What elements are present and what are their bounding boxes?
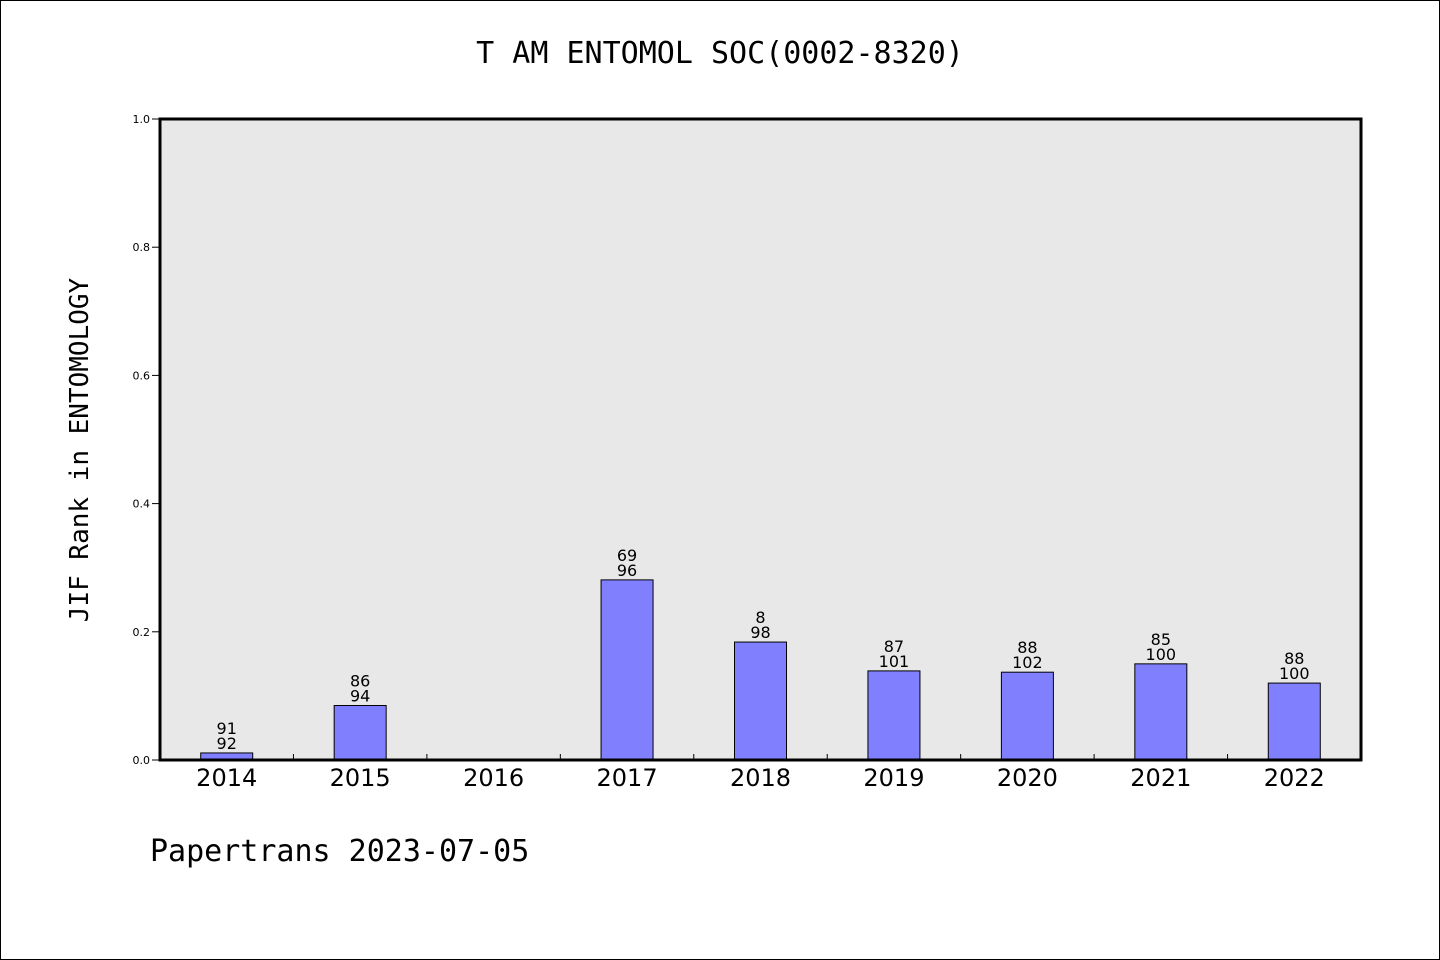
x-tick-label-2022: 2022 [1264, 764, 1325, 792]
chart-title: T AM ENTOMOL SOC(0002-8320) [476, 36, 964, 71]
x-tick-label-2021: 2021 [1130, 764, 1191, 792]
bar-label-top-2019: 87 [884, 637, 904, 656]
x-tick-label-2014: 2014 [196, 764, 257, 792]
y-tick-label-2: 0.4 [133, 498, 151, 511]
bar-label-top-2017: 69 [617, 546, 637, 565]
bar-label-top-2020: 88 [1017, 638, 1037, 657]
y-tick-label-1: 0.2 [133, 626, 151, 639]
bar-label-top-2018: 8 [755, 608, 765, 627]
bar-label-top-2014: 91 [217, 719, 237, 738]
x-tick-label-2019: 2019 [863, 764, 924, 792]
plot-border [158, 117, 1363, 762]
footer-note: Papertrans 2023-07-05 [150, 834, 530, 869]
bar-label-bottom-2017: 96 [617, 561, 637, 580]
x-tick-label-2016: 2016 [463, 764, 524, 792]
x-tick-label-2018: 2018 [730, 764, 791, 792]
bar-label-top-2022: 88 [1284, 649, 1304, 668]
bar-label-bottom-2020: 102 [1012, 653, 1043, 672]
bar-2015 [333, 705, 387, 761]
x-tick-label-2015: 2015 [330, 764, 391, 792]
bar-label-top-2015: 86 [350, 672, 370, 691]
y-tick-label-4: 0.8 [133, 241, 151, 254]
bar-2018 [734, 641, 787, 761]
bar-2019 [867, 670, 921, 761]
bar-2017 [600, 579, 654, 761]
bar-label-bottom-2022: 100 [1279, 664, 1310, 683]
bar-2020 [1000, 671, 1054, 761]
y-tick-label-3: 0.6 [133, 369, 151, 382]
bar-label-bottom-2019: 101 [879, 652, 910, 671]
y-tick-label-0: 0.0 [133, 754, 151, 767]
bar-2022 [1267, 682, 1321, 761]
y-tick-label-5: 1.0 [133, 113, 151, 126]
bar-label-top-2021: 85 [1151, 630, 1171, 649]
bar-label-bottom-2021: 100 [1146, 645, 1177, 664]
bar-label-bottom-2018: 98 [750, 623, 770, 642]
bar-label-bottom-2015: 94 [350, 687, 370, 706]
x-tick-label-2020: 2020 [997, 764, 1058, 792]
bar-label-bottom-2014: 92 [217, 734, 237, 753]
x-tick-label-2017: 2017 [597, 764, 658, 792]
bar-2021 [1134, 663, 1188, 761]
